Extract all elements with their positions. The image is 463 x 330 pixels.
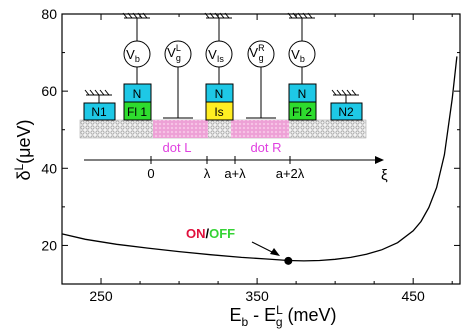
xi-tick-0: 0 xyxy=(147,166,154,181)
dot-right-label: dot R xyxy=(250,140,281,155)
vgr-label: VR g xyxy=(249,43,265,63)
vb-left-label: Vb xyxy=(126,47,140,64)
plot-frame xyxy=(61,13,461,285)
y-tick-label: 40 xyxy=(41,160,57,176)
gate-fl1 xyxy=(123,101,152,121)
vg-left-source xyxy=(164,40,192,68)
fl2-label: Fl 2 xyxy=(292,105,312,119)
y-tick-label: 80 xyxy=(41,6,57,22)
x-label-main: E xyxy=(229,305,241,325)
y-tick-label: 20 xyxy=(41,237,57,253)
y-label-main: δ xyxy=(14,171,34,181)
xi-tick-a-lambda: a+λ xyxy=(224,166,246,181)
x-label-sup2: L xyxy=(276,303,283,317)
svg-text:δL(μeV): δL(μeV) xyxy=(12,119,34,180)
x-axis-label: Eb - EL g (meV) xyxy=(229,303,336,329)
xi-axis-tick-labels: 0 λ a+λ a+2λ xyxy=(147,166,304,181)
dot-left-region xyxy=(153,120,208,138)
n1-label: N1 xyxy=(91,105,107,119)
fl1-label: Fl 1 xyxy=(127,105,147,119)
xi-axis-arrow xyxy=(375,156,384,164)
electrode-labels: N1 N2 N Fl 1 N Is N Fl 2 xyxy=(91,87,354,119)
xi-tick-a-2lambda: a+2λ xyxy=(276,166,305,181)
voltage-sources: Vb VL g VIs VR g Vb xyxy=(123,40,316,68)
x-tick-label: 250 xyxy=(89,288,113,304)
lead-n2 xyxy=(330,102,363,121)
on-label: ON xyxy=(186,226,206,241)
x-label-minus: - E xyxy=(248,305,276,325)
x-tick-label: 450 xyxy=(401,288,425,304)
electrodes xyxy=(83,83,363,121)
data-series-line xyxy=(61,56,458,262)
on-off-annotation: ON/OFF xyxy=(186,226,235,241)
y-label-sup: L xyxy=(12,164,26,171)
data-point-marker xyxy=(284,256,293,265)
graphene-strip xyxy=(79,119,367,139)
annotation-arrowhead xyxy=(270,248,280,256)
n2-label: N2 xyxy=(338,105,354,119)
dot-right-region xyxy=(231,120,289,138)
vgl-label: VL g xyxy=(167,43,181,63)
vb-left-source xyxy=(123,40,151,68)
y-label-unit: (μeV) xyxy=(14,119,34,163)
n-right-label: N xyxy=(298,87,307,101)
x-label-sub1: b xyxy=(241,315,248,329)
xi-tick-lambda: λ xyxy=(204,166,211,181)
vis-label: VIs xyxy=(208,47,224,64)
ground-symbols xyxy=(84,12,359,103)
lead-n1 xyxy=(83,102,116,121)
vb-right-source xyxy=(288,40,316,68)
n-left-label: N xyxy=(133,87,142,101)
vg-right-source xyxy=(247,40,275,68)
off-label: OFF xyxy=(209,226,235,241)
xi-axis-label: ξ xyxy=(381,167,388,184)
y-tick-label: 60 xyxy=(41,83,57,99)
device-inset: Vb VL g VIs VR g Vb N1 N2 xyxy=(79,12,388,184)
dot-left-label: dot L xyxy=(163,140,192,155)
x-label-sub2: g xyxy=(276,315,283,329)
xi-axis-ticks xyxy=(150,156,291,164)
is-label: Is xyxy=(214,105,223,119)
gate-fl2 xyxy=(288,101,317,121)
axis-ticks: 250 350 450 20 40 60 80 xyxy=(41,6,460,304)
x-label-unit: (meV) xyxy=(283,305,337,325)
x-tick-label: 350 xyxy=(245,288,269,304)
vb-right-label: Vb xyxy=(291,47,305,64)
y-axis-label: δL(μeV) xyxy=(12,119,34,180)
wires xyxy=(136,67,303,119)
gate-is xyxy=(205,101,234,121)
slash-label: / xyxy=(206,226,210,241)
n-center-label: N xyxy=(215,87,224,101)
vis-source xyxy=(205,40,233,68)
